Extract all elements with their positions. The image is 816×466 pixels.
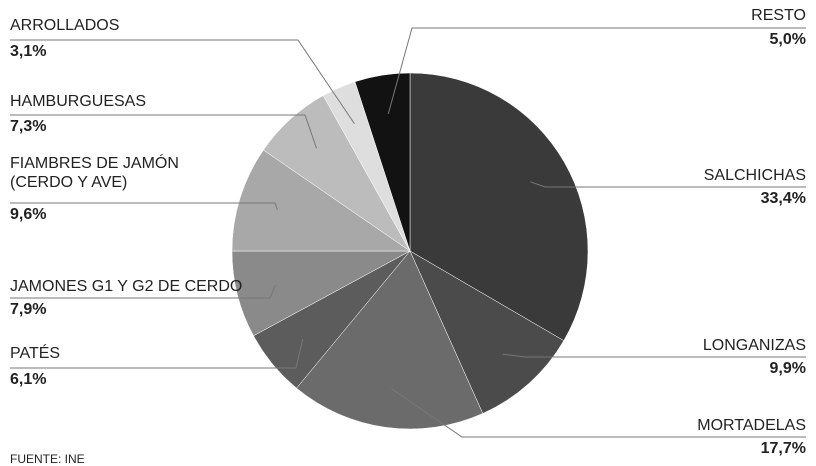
leader-line <box>502 353 806 358</box>
leader-line <box>10 202 278 210</box>
leader-line <box>10 114 318 149</box>
value-label: 7,3% <box>10 118 47 135</box>
value-label: 7,9% <box>10 301 47 318</box>
leader-line <box>10 39 355 125</box>
slice-label: FIAMBRES DE JAMÓN (CERDO Y AVE) <box>10 155 179 191</box>
slice-label: ARROLLADOS <box>10 17 120 34</box>
value-label: 3,1% <box>10 43 47 60</box>
pie-slice <box>354 72 411 252</box>
value-label: 9,6% <box>10 206 47 223</box>
slice-label: HAMBURGUESAS <box>10 93 147 110</box>
value-label: 6,1% <box>10 371 47 388</box>
pie-slice <box>296 250 484 430</box>
slice-label: PATÉS <box>10 345 61 362</box>
slice-label: SALCHICHAS <box>703 167 806 184</box>
leader-line <box>530 181 806 188</box>
value-label: 5,0% <box>769 31 806 48</box>
source: FUENTE: INE <box>10 452 85 466</box>
leader-line <box>10 339 304 369</box>
pie-slice <box>409 72 589 341</box>
leader-line <box>391 388 806 438</box>
leader-line <box>387 27 806 115</box>
pie-slice <box>231 149 411 252</box>
leader-line <box>10 284 276 299</box>
slice-label: RESTO <box>751 7 806 24</box>
slice-label: JAMONES G1 Y G2 DE CERDO <box>10 278 243 295</box>
value-label: 9,9% <box>769 360 806 377</box>
slice-label: LONGANIZAS <box>702 337 806 354</box>
slice-label: MORTADELAS <box>697 417 806 434</box>
value-label: 17,7% <box>760 440 806 457</box>
value-label: 33,4% <box>760 190 806 207</box>
pie-slice <box>409 250 565 414</box>
